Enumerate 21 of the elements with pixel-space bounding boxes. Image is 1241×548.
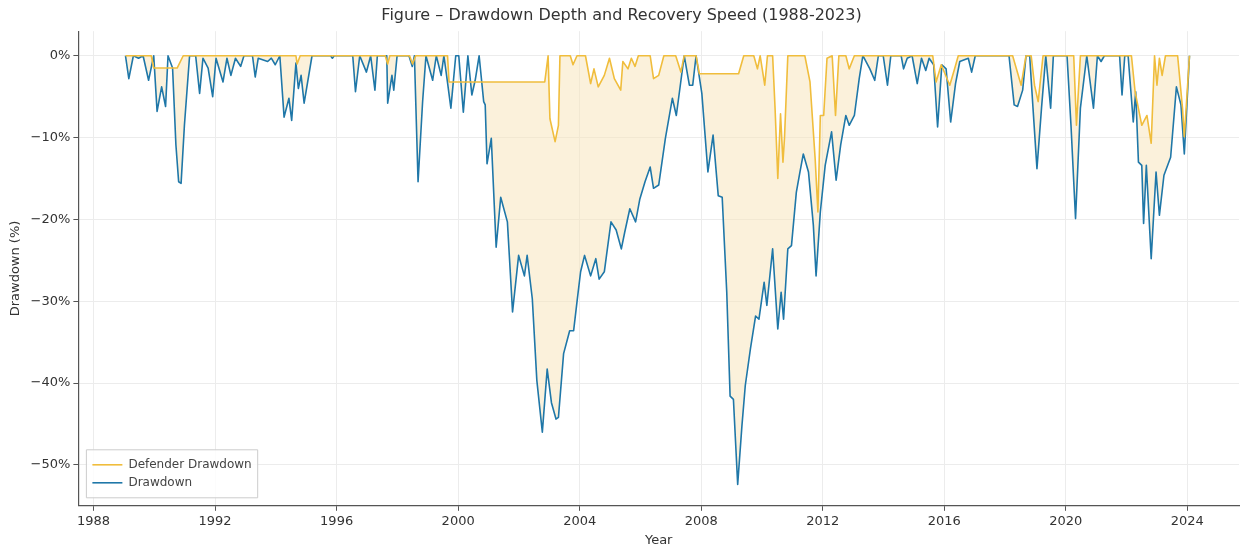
x-tick-label: 2008 bbox=[684, 512, 718, 528]
y-tick-label: −50% bbox=[30, 456, 71, 472]
y-tick-label: −30% bbox=[30, 292, 71, 308]
x-tick-label: 2004 bbox=[563, 512, 597, 528]
x-tick-label: 2024 bbox=[1170, 512, 1204, 528]
x-tick-label: 1988 bbox=[77, 512, 111, 528]
y-tick-label: 0% bbox=[49, 47, 71, 63]
legend-label: Drawdown bbox=[128, 474, 193, 489]
x-tick-label: 2012 bbox=[806, 512, 840, 528]
x-tick-label: 2000 bbox=[441, 512, 475, 528]
chart-title: Figure – Drawdown Depth and Recovery Speed (1988-2023) bbox=[381, 4, 862, 24]
legend-label: Defender Drawdown bbox=[128, 456, 252, 471]
x-tick-label: 1992 bbox=[198, 512, 232, 528]
x-axis-title: Year bbox=[643, 531, 674, 547]
y-tick-label: −10% bbox=[30, 128, 71, 144]
x-tick-label: 2020 bbox=[1049, 512, 1083, 528]
y-axis-title: Drawdown (%) bbox=[7, 220, 23, 317]
x-tick-label: 1996 bbox=[320, 512, 354, 528]
y-tick-label: −20% bbox=[30, 210, 71, 226]
y-tick-label: −40% bbox=[30, 374, 71, 390]
x-tick-label: 2016 bbox=[927, 512, 961, 528]
